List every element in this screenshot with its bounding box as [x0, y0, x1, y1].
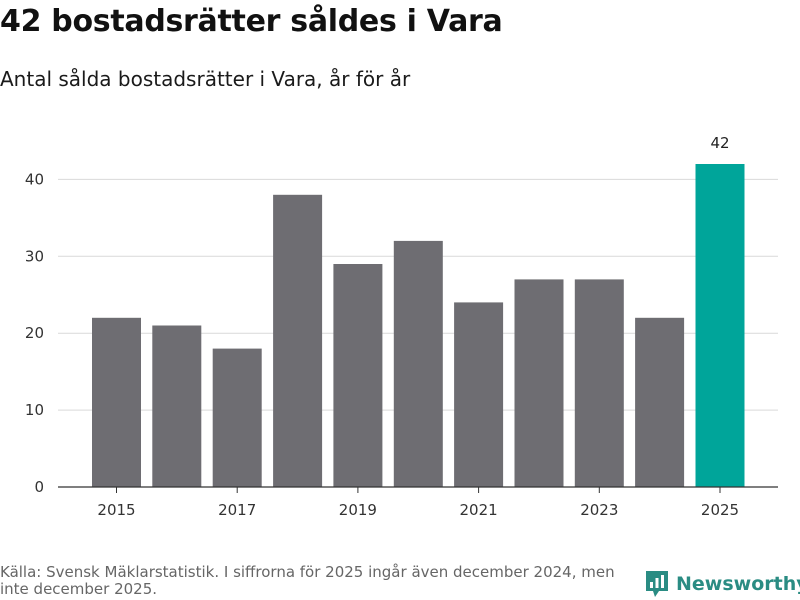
- bar-2020: [393, 240, 443, 487]
- bar-chart: 0 10 20 30 40 2015 2017 2019 2021 2023 2025 42: [25, 134, 778, 519]
- brand-name: Newsworthy: [676, 573, 800, 595]
- bars: [92, 164, 745, 488]
- source-note: Källa: Svensk Mäklarstatistik. I siffror…: [0, 563, 615, 598]
- newsworthy-logo-icon: [646, 571, 668, 597]
- bar-2022: [514, 279, 564, 487]
- chart-subtitle: Antal sålda bostadsrätter i Vara, år för…: [0, 67, 411, 91]
- x-tick-label: 2025: [701, 501, 739, 519]
- y-tick-label: 0: [34, 478, 44, 496]
- bar-2023: [574, 279, 624, 487]
- bar-2019: [333, 264, 383, 487]
- bar-2025: [695, 164, 745, 487]
- x-tick-label: 2023: [580, 501, 618, 519]
- data-label: 42: [710, 134, 729, 152]
- bar-2016: [152, 325, 202, 487]
- bar-2021: [454, 302, 504, 487]
- chart-title: 42 bostadsrätter såldes i Vara: [0, 4, 503, 39]
- y-tick-label: 30: [25, 247, 44, 265]
- axes: [58, 486, 778, 493]
- bar-2015: [92, 317, 141, 487]
- x-tick-label: 2017: [218, 501, 256, 519]
- labels: 0 10 20 30 40 2015 2017 2019 2021 2023 2025 42: [25, 134, 739, 519]
- bar-2017: [212, 348, 262, 487]
- y-tick-label: 10: [25, 401, 44, 419]
- x-tick-label: 2019: [339, 501, 377, 519]
- bar-2024: [635, 317, 685, 487]
- brand: Newsworthy: [644, 569, 800, 599]
- y-tick-label: 40: [25, 170, 44, 188]
- x-tick-label: 2021: [460, 501, 498, 519]
- bar-2018: [273, 194, 323, 488]
- y-tick-label: 20: [25, 324, 44, 342]
- x-tick-label: 2015: [97, 501, 135, 519]
